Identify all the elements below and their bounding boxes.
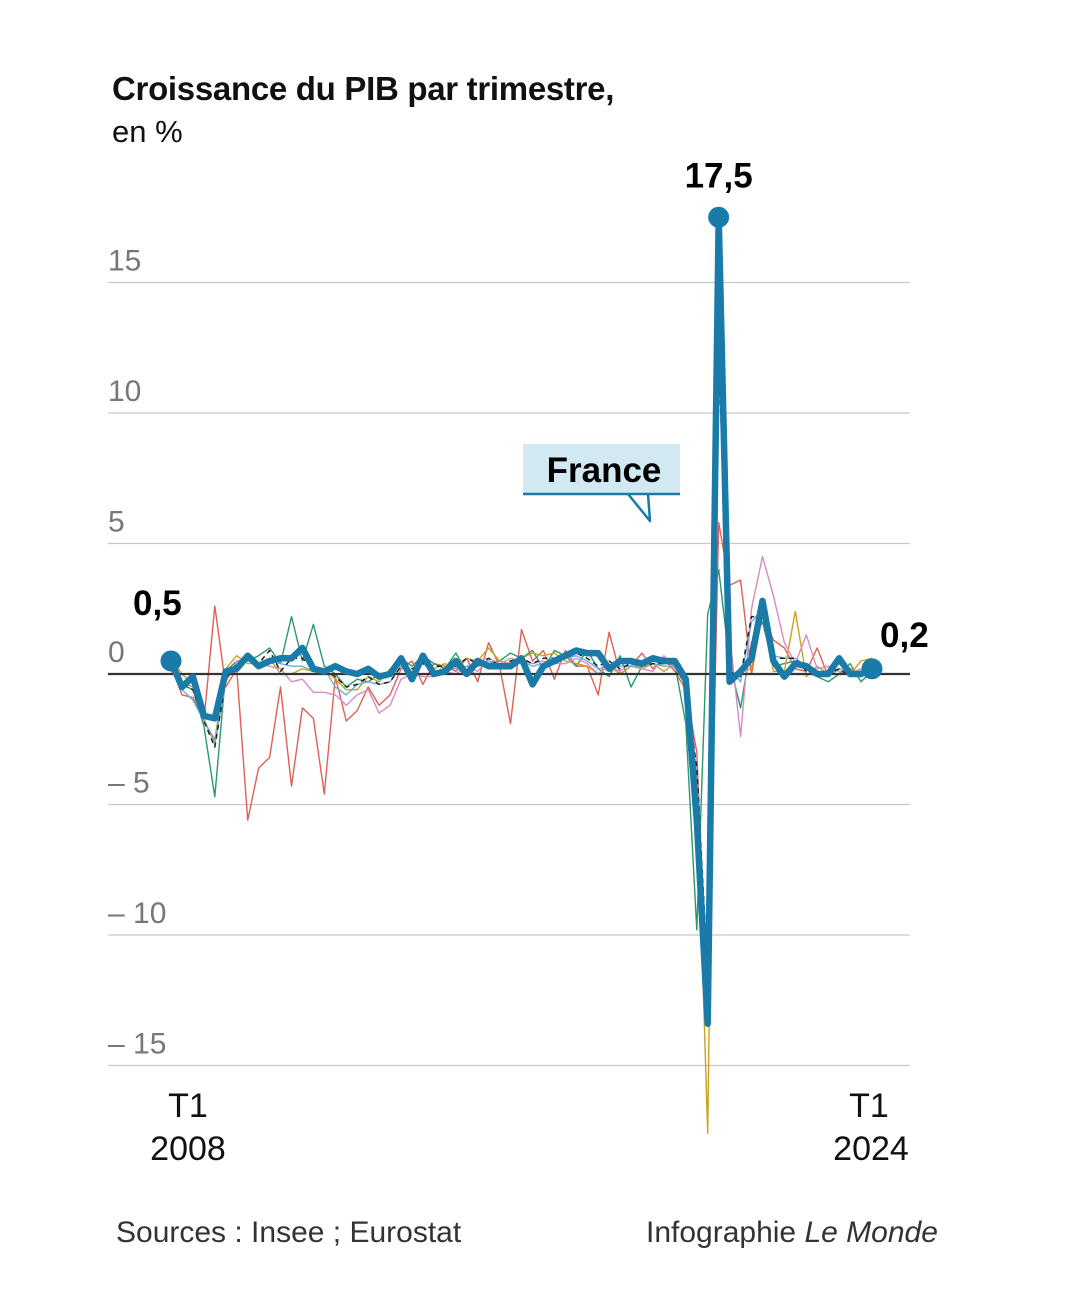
gdp-growth-chart: 15 10 5 0 – 5 – 10 – 15 France 0,5 17,5 0,2 T1 2… <box>108 156 929 1168</box>
x-axis-labels: T1 2008 T1 2024 <box>150 1087 909 1168</box>
y-tick-label: 5 <box>108 506 125 539</box>
x-start-year: 2008 <box>150 1130 226 1168</box>
credit-text: Infographie Le Monde <box>646 1216 938 1250</box>
value-annotations: 0,5 17,5 0,2 <box>133 156 929 680</box>
france-callout: France <box>523 444 680 523</box>
annotation-label: 0,5 <box>133 584 182 623</box>
chart-title: Croissance du PIB par trimestre, <box>112 70 615 107</box>
callout-label-france: France <box>547 451 662 490</box>
annotation-label: 17,5 <box>685 156 753 195</box>
y-tick-label: – 5 <box>108 767 150 800</box>
callout-box <box>523 444 680 494</box>
other-countries-series <box>170 255 873 1135</box>
sources-text: Sources : Insee ; Eurostat <box>116 1216 462 1249</box>
y-tick-label: – 15 <box>108 1028 166 1061</box>
chart-subtitle: en % <box>112 114 183 149</box>
country-series-line <box>170 521 873 1014</box>
annotation-dot <box>861 658 883 680</box>
x-end-year: 2024 <box>833 1130 909 1168</box>
x-end-quarter: T1 <box>849 1087 889 1125</box>
annotation-dot <box>708 206 730 228</box>
callout-pointer <box>627 493 652 523</box>
credit-brand: Le Monde <box>804 1216 938 1249</box>
y-axis-tick-labels: 15 10 5 0 – 5 – 10 – 15 <box>108 245 166 1061</box>
france-series <box>167 214 876 1027</box>
annotation-label: 0,2 <box>880 616 929 655</box>
gridlines <box>108 281 910 1067</box>
credit-prefix: Infographie <box>646 1216 797 1249</box>
y-tick-label: 10 <box>108 375 141 408</box>
annotation-dot <box>160 650 182 672</box>
y-tick-label: 0 <box>108 636 125 669</box>
y-tick-label: 15 <box>108 245 141 278</box>
x-start-quarter: T1 <box>168 1087 208 1125</box>
y-tick-label: – 10 <box>108 897 166 930</box>
france-series-line <box>167 214 876 1027</box>
